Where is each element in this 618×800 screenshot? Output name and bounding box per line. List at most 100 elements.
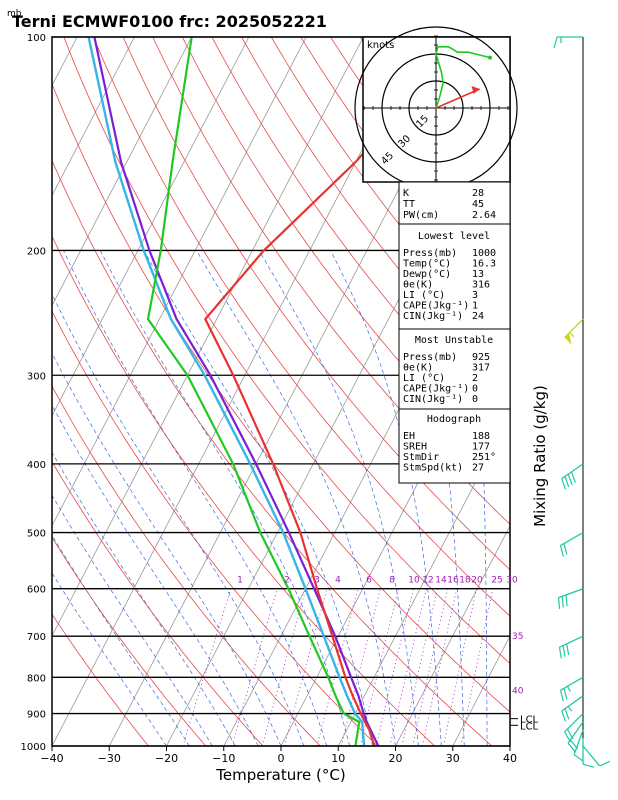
wind-barb-full bbox=[566, 643, 570, 656]
index-value: 0 bbox=[472, 384, 478, 395]
wind-barb-full bbox=[599, 760, 611, 767]
mixing-ratio-line bbox=[182, 588, 232, 746]
mixing-ratio-line bbox=[284, 588, 328, 746]
mixing-ratio-label: 12 bbox=[422, 576, 433, 586]
pressure-tick-label: 400 bbox=[27, 460, 46, 471]
indices-section-header: Most Unstable bbox=[415, 335, 493, 346]
indices-section-header: Lowest level bbox=[418, 231, 490, 242]
index-value: 1000 bbox=[472, 248, 496, 259]
mixing-ratio-label: 8 bbox=[389, 576, 395, 586]
index-label: CIN(Jkg⁻¹) bbox=[403, 394, 463, 405]
index-label: Dewp(°C) bbox=[403, 269, 451, 280]
wind-barb-full bbox=[557, 597, 561, 610]
x-tick-label: 10 bbox=[331, 752, 345, 765]
index-value: 317 bbox=[472, 363, 490, 374]
pressure-tick-label: 200 bbox=[27, 246, 46, 257]
moist-adiabat-line bbox=[258, 250, 419, 746]
wind-barb-staff bbox=[567, 721, 584, 744]
wind-barb-half bbox=[569, 332, 575, 338]
index-value: 1 bbox=[472, 301, 478, 312]
pressure-tick-label: 300 bbox=[27, 371, 46, 382]
dry-adiabat-line bbox=[152, 37, 510, 525]
wind-barb-full bbox=[567, 742, 576, 753]
index-label: LI (°C) bbox=[403, 373, 445, 384]
background-lines bbox=[52, 37, 510, 746]
wind-barb-full bbox=[563, 543, 568, 555]
mixing-ratio-line bbox=[316, 588, 359, 746]
index-label: θe(K) bbox=[403, 280, 433, 291]
index-label: Press(mb) bbox=[403, 352, 457, 363]
index-label: Press(mb) bbox=[403, 248, 457, 259]
index-value: 13 bbox=[472, 269, 484, 280]
wind-barb-staff bbox=[573, 729, 584, 755]
wind-barb-full bbox=[559, 545, 564, 557]
dry-adiabat-line bbox=[181, 37, 510, 481]
dry-adiabat-line bbox=[63, 37, 510, 665]
isotherm-line bbox=[52, 37, 135, 197]
dry-adiabat-line bbox=[122, 37, 510, 571]
indices-box-top bbox=[398, 181, 511, 225]
index-value: 251° bbox=[472, 452, 496, 463]
mixing-ratio-line bbox=[231, 588, 278, 746]
index-value: 16.3 bbox=[472, 259, 496, 270]
mixing-ratio-axis-label: Mixing Ratio (g/kg) bbox=[531, 385, 549, 527]
chart-title: Terni ECMWF0100 frc: 2025052221 bbox=[12, 12, 327, 31]
wetbulb-profile bbox=[87, 37, 366, 746]
x-axis-label: Temperature (°C) bbox=[215, 766, 345, 784]
moist-adiabat-line bbox=[196, 250, 396, 746]
profiles bbox=[87, 37, 468, 746]
wind-barb-full bbox=[566, 728, 574, 740]
lcl-label: LCL bbox=[520, 721, 539, 732]
wind-barb-staff bbox=[561, 695, 584, 712]
dry-adiabat-line bbox=[93, 37, 510, 617]
index-label: StmDir bbox=[403, 452, 439, 463]
x-tick-label: 40 bbox=[503, 752, 517, 765]
hodograph-trace bbox=[435, 45, 491, 109]
index-label: StmSpd(kt) bbox=[403, 463, 463, 474]
moist-adiabat-line bbox=[52, 293, 305, 746]
storm-motion-arrowhead bbox=[471, 85, 480, 94]
isotherm-line bbox=[337, 414, 510, 746]
index-label: K bbox=[403, 188, 409, 199]
dry-adiabat-line bbox=[52, 310, 378, 746]
index-value: 925 bbox=[472, 352, 490, 363]
mixing-ratio-label: 10 bbox=[408, 576, 420, 586]
isotherm-line bbox=[509, 745, 510, 746]
wind-barb-staff bbox=[582, 745, 601, 767]
pressure-unit-label: mb bbox=[7, 9, 22, 19]
wind-barb-flag bbox=[564, 333, 572, 345]
mixing-ratio-line bbox=[359, 588, 399, 746]
theta-e-label: 40 bbox=[512, 687, 524, 697]
mixing-ratio-label: 1 bbox=[237, 576, 243, 586]
hodograph-end-dot bbox=[488, 55, 492, 60]
index-label: θe(K) bbox=[403, 363, 433, 374]
wind-barb-staff bbox=[560, 676, 584, 691]
indices-section-header: Hodograph bbox=[427, 414, 481, 425]
index-label: PW(cm) bbox=[403, 210, 439, 221]
dry-adiabat-line bbox=[52, 460, 264, 746]
x-tick-label: 0 bbox=[278, 752, 285, 765]
moist-adiabat-line bbox=[509, 725, 510, 746]
x-tick-label: 20 bbox=[389, 752, 403, 765]
mixing-ratio-line bbox=[443, 588, 477, 746]
index-value: 27 bbox=[472, 463, 484, 474]
index-value: 2.64 bbox=[472, 210, 496, 221]
x-tick-label: −10 bbox=[212, 752, 235, 765]
wind-barb-full bbox=[558, 647, 562, 659]
moist-adiabat-line bbox=[52, 572, 167, 746]
isotherm-line bbox=[52, 37, 307, 527]
wind-barb-full bbox=[564, 731, 571, 743]
wind-barb-full bbox=[573, 754, 584, 762]
dry-adiabat-line bbox=[52, 385, 321, 746]
hodograph: knots 15 30 45 bbox=[354, 26, 518, 190]
index-label: SREH bbox=[403, 442, 427, 453]
index-value: 0 bbox=[472, 394, 478, 405]
wind-barb-staff bbox=[559, 635, 584, 648]
pressure-tick-label: 800 bbox=[27, 673, 46, 684]
moist-adiabat-line bbox=[52, 352, 282, 746]
moist-adiabat-line bbox=[52, 404, 259, 746]
wind-barb-full bbox=[553, 36, 558, 49]
mixing-ratio-label: 4 bbox=[335, 576, 341, 586]
